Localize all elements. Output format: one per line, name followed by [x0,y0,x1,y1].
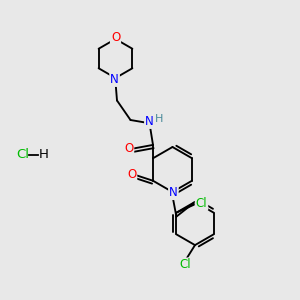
Text: N: N [145,115,154,128]
Text: N: N [169,186,178,199]
Text: H: H [155,114,163,124]
Text: Cl: Cl [196,197,207,210]
Text: O: O [124,142,133,155]
Text: H: H [39,148,48,161]
Text: Cl: Cl [16,148,29,161]
Text: Cl: Cl [179,258,191,272]
Text: N: N [110,73,119,86]
Text: O: O [111,31,120,44]
Text: O: O [127,168,136,181]
